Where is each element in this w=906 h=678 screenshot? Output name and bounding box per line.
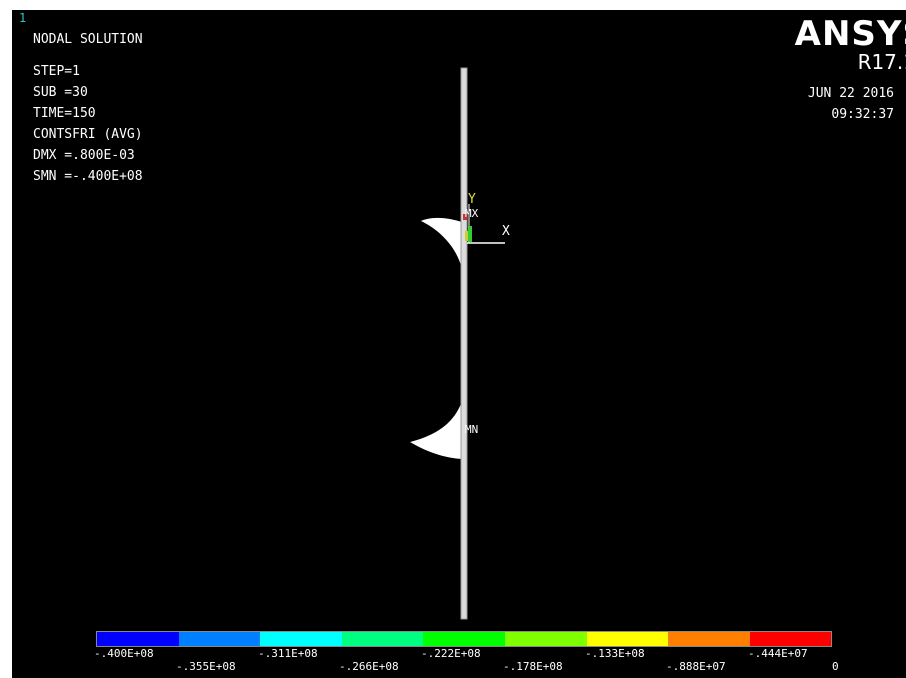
legend-label-10: 0 [832, 660, 839, 673]
model-strip [460, 67, 468, 620]
triad-marker-green [468, 226, 472, 242]
contour-legend-bar [96, 631, 833, 647]
legend-band-2 [178, 632, 261, 646]
legend-label-4: -.266E+08 [339, 660, 399, 673]
mn-label: MN [465, 423, 478, 436]
step-line: STEP=1 [33, 64, 80, 79]
smn-line: SMN =-.400E+08 [33, 169, 143, 184]
release-label: R17.1 [857, 50, 906, 74]
dmx-line: DMX =.800E-03 [33, 148, 135, 163]
legend-label-3: -.311E+08 [258, 647, 318, 660]
legend-band-5 [423, 632, 505, 646]
time-label: 09:32:37 [831, 107, 894, 122]
legend-label-2: -.355E+08 [176, 660, 236, 673]
mx-label: MX [465, 207, 479, 220]
legend-label-6: -.178E+08 [503, 660, 563, 673]
graphics-window[interactable]: 1 NODAL SOLUTION STEP=1 SUB =30 TIME=150… [12, 10, 906, 678]
triad-x-label: X [502, 224, 510, 239]
sub-line: SUB =30 [33, 85, 88, 100]
legend-label-9: -.444E+07 [748, 647, 808, 660]
legend-band-3 [260, 632, 342, 646]
legend-band-9 [749, 632, 832, 646]
legend-label-8: -.888E+07 [666, 660, 726, 673]
model-viewport[interactable]: Y X MX MN [12, 10, 906, 678]
legend-band-7 [586, 632, 669, 646]
triad-marker-yellow [465, 231, 468, 241]
timestamp: JUN 22 2016 09:32:37 [808, 83, 894, 125]
triad-y-label: Y [468, 192, 476, 207]
legend-label-5: -.222E+08 [421, 647, 481, 660]
legend-label-1: -.400E+08 [94, 647, 154, 660]
result-item-line: CONTSFRI (AVG) [33, 127, 143, 142]
legend-band-4 [341, 632, 424, 646]
plot-title: NODAL SOLUTION [33, 32, 143, 47]
date-label: JUN 22 2016 [807, 86, 894, 101]
pressure-lobe-lower [410, 390, 465, 459]
pressure-lobe-upper [421, 217, 465, 285]
legend-band-6 [504, 632, 587, 646]
time-line: TIME=150 [33, 106, 96, 121]
legend-band-1 [97, 632, 179, 646]
legend-label-7: -.133E+08 [585, 647, 645, 660]
ansys-logo: ANSYS [794, 14, 906, 54]
window-number: 1 [19, 11, 27, 25]
legend-band-8 [668, 632, 750, 646]
mx-marker [463, 214, 467, 220]
